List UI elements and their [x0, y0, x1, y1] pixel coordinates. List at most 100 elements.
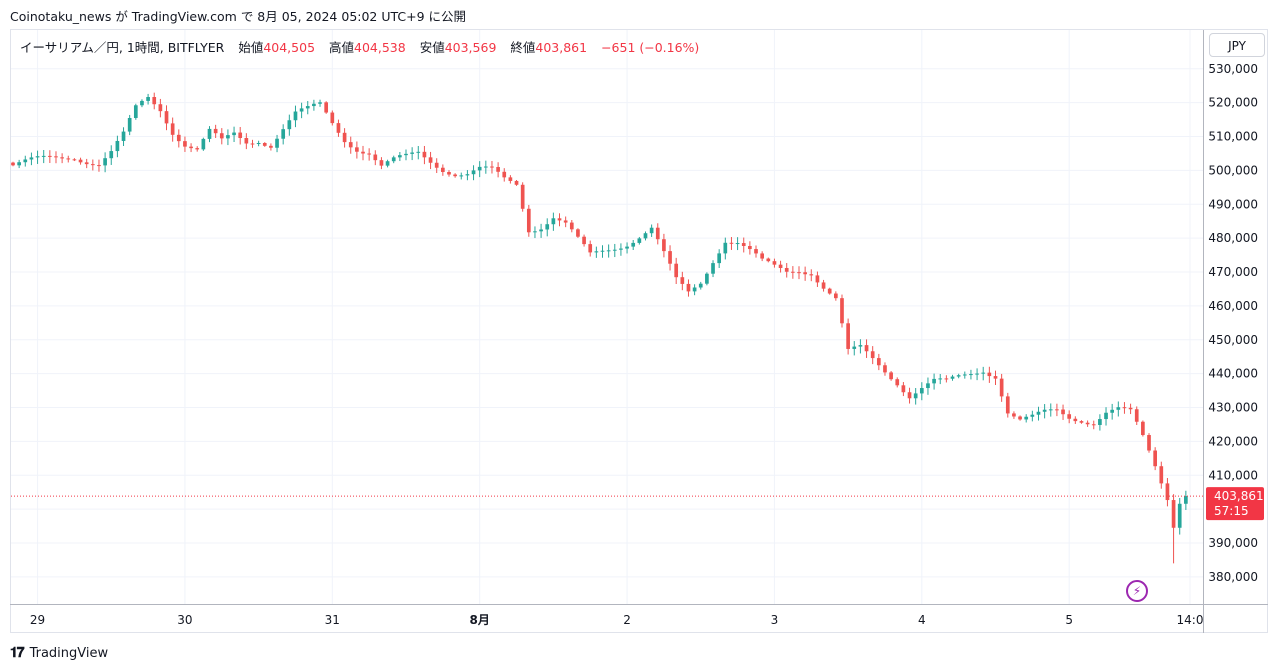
footer-logo[interactable]: 𝟏𝟕 TradingView: [10, 645, 108, 661]
candle-body: [680, 277, 685, 284]
candle-body: [127, 117, 132, 132]
candle-body: [404, 153, 408, 156]
tradingview-logo-icon: 𝟏𝟕: [10, 645, 25, 661]
candle-body: [655, 227, 660, 240]
y-tick-label: 440,000: [1208, 367, 1258, 381]
candle-body: [490, 166, 494, 168]
candle-body: [299, 108, 304, 112]
candle-body: [526, 208, 531, 233]
candle-body: [1061, 409, 1065, 415]
candle-body: [1024, 416, 1029, 420]
candle-body: [275, 138, 279, 148]
candle-body: [441, 167, 445, 172]
candle-body: [901, 385, 906, 393]
candle-body: [293, 111, 298, 121]
candle-body: [784, 267, 789, 272]
last-price-value: 403,861: [1214, 489, 1264, 503]
candle-body: [336, 123, 341, 133]
candle-body: [803, 272, 807, 275]
candle-body: [821, 282, 826, 289]
y-tick-label: 500,000: [1208, 163, 1258, 177]
candle-body: [201, 138, 206, 150]
candle-body: [576, 229, 580, 237]
candle-body: [1091, 424, 1096, 426]
candle-body: [23, 159, 28, 163]
publish-info: Coinotaku_news が TradingView.com で 8月 05…: [10, 9, 467, 24]
lightning-icon[interactable]: ⚡: [1126, 580, 1148, 602]
candle-body: [557, 218, 562, 221]
candle-body: [1073, 418, 1078, 422]
y-tick-label: 490,000: [1208, 197, 1258, 211]
candle-body: [1134, 409, 1139, 422]
candle-body: [834, 293, 838, 299]
candle-body: [459, 175, 464, 177]
candle-body: [686, 283, 691, 292]
candle-body: [631, 242, 636, 247]
candle-body: [969, 374, 973, 376]
candle-body: [226, 135, 230, 139]
candle-body: [398, 155, 402, 158]
candle-body: [312, 103, 316, 107]
candle-body: [993, 376, 998, 379]
currency-button[interactable]: JPY: [1209, 33, 1265, 57]
candle-body: [987, 372, 992, 377]
candle-body: [815, 275, 820, 283]
candle-body: [962, 374, 967, 376]
candle-body: [477, 166, 482, 171]
open-label: 始値: [238, 40, 264, 55]
symbol-label[interactable]: イーサリアム／円, 1時間, BITFLYER: [20, 40, 225, 55]
candle-body: [189, 146, 193, 149]
candle-body: [846, 323, 850, 349]
candle-body: [1030, 414, 1035, 417]
candle-body: [41, 155, 46, 157]
candle-body: [213, 128, 218, 134]
candle-body: [324, 102, 329, 113]
candle-body: [864, 345, 869, 352]
candle-body: [662, 239, 666, 252]
candle-body: [1036, 411, 1041, 415]
candle-body: [103, 158, 107, 166]
open-value: 404,505: [263, 40, 316, 55]
candle-body: [619, 248, 623, 250]
candle-body: [1184, 496, 1188, 504]
candle-body: [447, 171, 451, 175]
candle-body: [48, 155, 52, 157]
candle-body: [1165, 483, 1170, 501]
candle-body: [35, 156, 40, 158]
candle-body: [422, 151, 427, 158]
candle-body: [318, 102, 322, 104]
candle-body: [1147, 435, 1151, 451]
candle-body: [1055, 409, 1059, 411]
candle-body: [778, 264, 783, 268]
candle-body: [754, 249, 758, 254]
candle-body: [711, 263, 715, 274]
candle-body: [760, 253, 764, 259]
high-label: 高値: [329, 40, 355, 55]
candle-body: [1122, 407, 1127, 409]
x-tick-label: 14:0: [1177, 613, 1204, 627]
candle-body: [262, 143, 267, 146]
candle-body: [434, 162, 439, 168]
candle-body: [256, 143, 261, 145]
candle-body: [109, 151, 114, 159]
candle-body: [1128, 407, 1133, 410]
close-label: 終値: [510, 40, 536, 55]
candle-body: [876, 358, 881, 366]
ohlc-legend: イーサリアム／円, 1時間, BITFLYER 始値404,505 高値404,…: [20, 37, 699, 56]
y-tick-label: 420,000: [1208, 434, 1258, 448]
candle-body: [453, 174, 457, 177]
candle-body: [797, 272, 801, 274]
candle-body: [238, 132, 243, 139]
candle-body: [748, 245, 752, 250]
candle-body: [1018, 416, 1022, 420]
candle-body: [391, 157, 396, 162]
candle-body: [355, 147, 359, 152]
candle-body: [563, 220, 568, 223]
y-tick-label: 430,000: [1208, 401, 1258, 415]
change-value: −651 (−0.16%): [601, 40, 700, 55]
candle-body: [97, 165, 101, 167]
candle-body: [698, 283, 703, 288]
candle-body: [907, 392, 912, 399]
candle-body: [956, 375, 961, 377]
